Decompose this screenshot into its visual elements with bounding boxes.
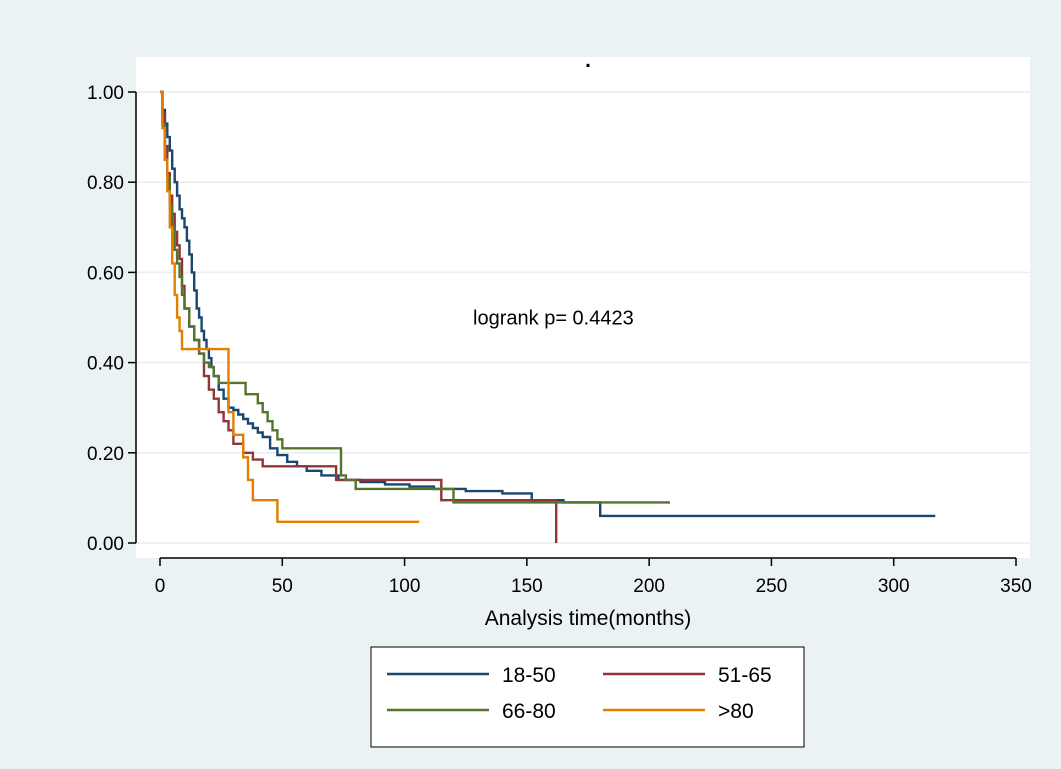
- series-line-3: [160, 90, 420, 523]
- plot-area: [136, 57, 1030, 558]
- series-group: [160, 90, 936, 543]
- x-tick-label-6: 300: [878, 576, 910, 597]
- y-tick-label-5: 1.00: [87, 83, 124, 104]
- legend-box: [370, 646, 805, 748]
- legend-label-0: 18-50: [502, 664, 556, 687]
- x-tick-label-5: 250: [756, 576, 788, 597]
- legend: 18-50 51-65 66-80 >80: [370, 646, 805, 748]
- legend-label-1: 51-65: [718, 664, 772, 687]
- y-tick-label-4: 0.80: [87, 173, 124, 194]
- grid-lines: [136, 91, 1030, 544]
- y-tick-label-2: 0.40: [87, 354, 124, 375]
- x-tick-label-4: 200: [633, 576, 665, 597]
- series-line-2: [160, 90, 670, 504]
- x-axis-title: Analysis time(months): [485, 607, 692, 630]
- x-tick-label-3: 150: [511, 576, 543, 597]
- chart-title: .: [585, 49, 591, 72]
- legend-label-3: >80: [718, 700, 754, 723]
- y-tick-label-1: 0.20: [87, 444, 124, 465]
- x-tick-label-7: 350: [1000, 576, 1032, 597]
- x-tick-label-2: 100: [389, 576, 421, 597]
- x-tick-label-0: 0: [155, 576, 166, 597]
- series-line-0: [160, 90, 936, 518]
- y-tick-label-0: 0.00: [87, 534, 124, 555]
- y-tick-label-3: 0.60: [87, 263, 124, 284]
- legend-label-2: 66-80: [502, 700, 556, 723]
- axes-group: 0.00 0.20 0.40 0.60 0.80 1.00 0 50 100 150 200 250 3…: [87, 83, 1032, 597]
- logrank-annotation: logrank p= 0.4423: [473, 308, 634, 330]
- x-tick-label-1: 50: [272, 576, 293, 597]
